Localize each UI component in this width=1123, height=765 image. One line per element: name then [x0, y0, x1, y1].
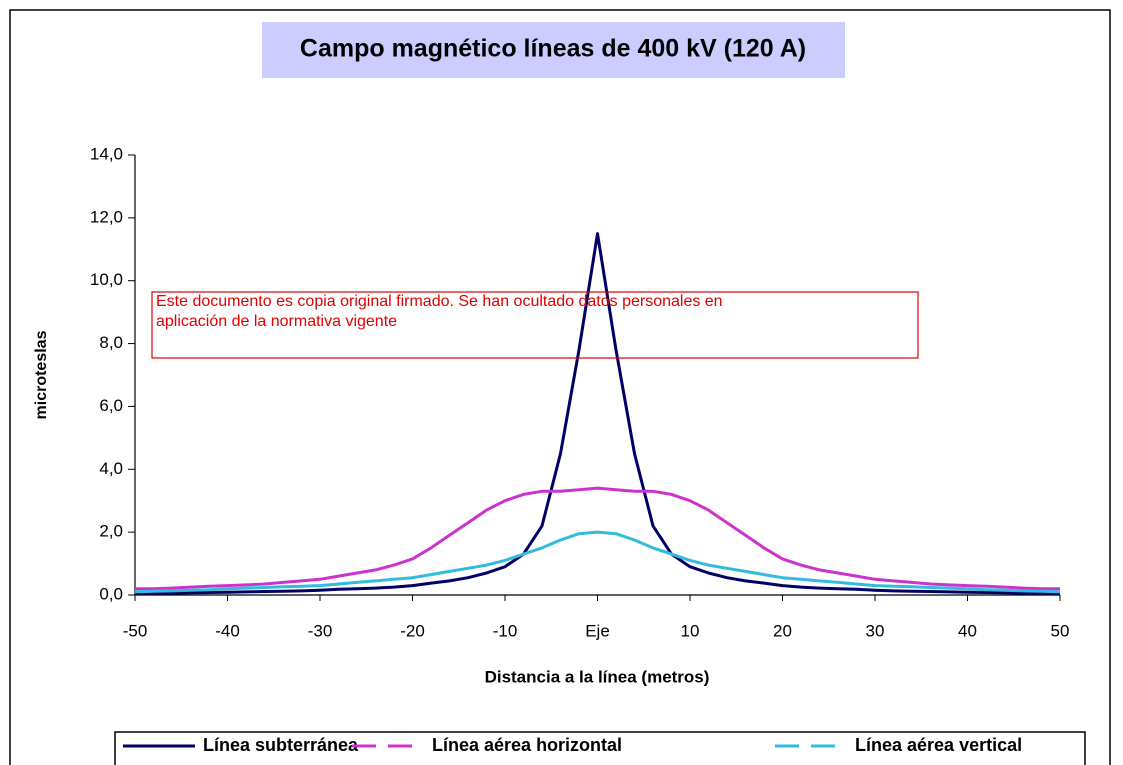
x-tick-label: -40 — [215, 621, 240, 640]
x-tick-label: -50 — [123, 621, 148, 640]
x-tick-label: Eje — [585, 621, 610, 640]
y-tick-label: 6,0 — [99, 396, 123, 415]
x-tick-label: 50 — [1051, 621, 1070, 640]
x-tick-label: 40 — [958, 621, 977, 640]
chart-frame — [9, 9, 1111, 765]
data-line — [135, 486, 1060, 591]
data-line — [135, 232, 1060, 595]
y-tick-label: 10,0 — [90, 270, 123, 289]
x-tick-label: 30 — [866, 621, 885, 640]
x-tick-label: -10 — [493, 621, 518, 640]
x-tick-label: -20 — [400, 621, 425, 640]
legend-label: Línea subterránea — [203, 735, 359, 755]
data-line — [134, 530, 1061, 594]
title-box — [262, 22, 845, 78]
annotation-box — [151, 291, 919, 359]
y-tick-label: 4,0 — [99, 459, 123, 478]
y-tick-label: 2,0 — [99, 522, 123, 541]
annotation-text: aplicación de la normativa vigente — [156, 313, 397, 330]
x-axis-label: Distancia a la línea (metros) — [485, 667, 710, 686]
y-axis-label: microteslas — [33, 330, 50, 419]
y-tick-label: 8,0 — [99, 333, 123, 352]
y-tick-label: 12,0 — [90, 207, 123, 226]
legend-label: Línea aérea horizontal — [432, 735, 622, 755]
x-tick-label: 10 — [681, 621, 700, 640]
y-tick-label: 0,0 — [99, 584, 123, 603]
annotation-text: Este documento es copia original firmado… — [156, 293, 723, 310]
y-tick-label: 14,0 — [90, 144, 123, 163]
legend-box — [114, 731, 1086, 765]
chart-title: Campo magnético líneas de 400 kV (120 A) — [300, 35, 806, 63]
legend-label: Línea aérea vertical — [855, 735, 1022, 755]
x-tick-label: 20 — [773, 621, 792, 640]
x-tick-label: -30 — [308, 621, 333, 640]
